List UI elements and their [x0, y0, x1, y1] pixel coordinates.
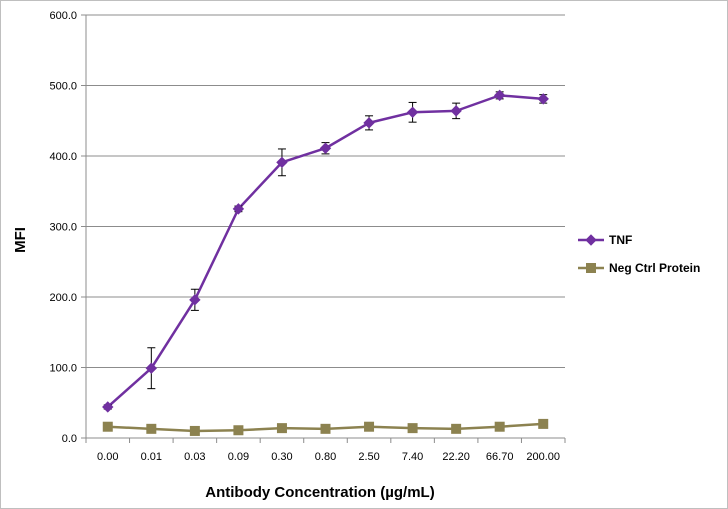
data-point	[232, 203, 245, 215]
x-tick-label: 0.00	[97, 451, 118, 463]
x-tick-label: 0.01	[141, 451, 162, 463]
data-point	[145, 362, 158, 374]
y-tick-label: 200.0	[49, 292, 77, 304]
y-axis-ticks: 0.0 100.0 200.0 300.0 400.0 500.0 600.0	[49, 10, 77, 445]
data-point	[364, 421, 375, 432]
x-tick-label: 0.80	[315, 451, 336, 463]
data-point	[276, 423, 287, 434]
x-tick-label: 2.50	[358, 451, 379, 463]
legend-label: Neg Ctrl Protein	[609, 261, 700, 275]
gridlines	[86, 14, 565, 368]
legend-marker	[585, 234, 597, 246]
x-tick-label: 0.30	[271, 451, 292, 463]
y-tick-label: 300.0	[49, 222, 77, 234]
data-point	[451, 423, 462, 434]
x-tick-label: 0.03	[184, 451, 205, 463]
y-axis-title: MFI	[12, 227, 29, 253]
data-point	[538, 418, 549, 429]
data-point	[494, 421, 505, 432]
legend-marker	[586, 263, 596, 273]
x-tick-label: 66.70	[486, 451, 514, 463]
data-point	[276, 156, 288, 169]
legend-label: TNF	[609, 233, 632, 247]
x-tick-label: 200.00	[526, 451, 560, 463]
y-tick-label: 0.0	[62, 433, 77, 445]
y-tick-label: 600.0	[49, 10, 77, 22]
x-axis-title: Antibody Concentration (µg/mL)	[205, 484, 434, 501]
data-point	[319, 142, 332, 154]
axes	[81, 14, 566, 443]
x-axis-ticks: 0.00 0.01 0.03 0.09 0.30 0.80 2.50 7.40 22.20 66.…	[97, 451, 560, 463]
data-point	[320, 423, 331, 434]
data-point	[493, 89, 506, 102]
x-tick-label: 0.09	[228, 451, 249, 463]
data-point	[102, 421, 113, 432]
y-tick-label: 500.0	[49, 81, 77, 93]
data-point	[233, 425, 244, 436]
plot-area	[102, 89, 549, 436]
x-tick-label: 22.20	[442, 451, 470, 463]
data-point	[407, 423, 418, 434]
legend: TNF Neg Ctrl Protein	[578, 233, 700, 275]
data-point	[189, 294, 201, 306]
y-tick-label: 100.0	[49, 363, 77, 375]
data-point	[537, 93, 549, 105]
y-tick-label: 400.0	[49, 151, 77, 163]
data-point	[189, 425, 200, 436]
data-point	[363, 117, 375, 129]
data-point	[146, 423, 157, 434]
x-tick-label: 7.40	[402, 451, 423, 463]
data-point	[450, 105, 462, 117]
data-point	[406, 106, 419, 118]
data-point	[102, 401, 114, 413]
